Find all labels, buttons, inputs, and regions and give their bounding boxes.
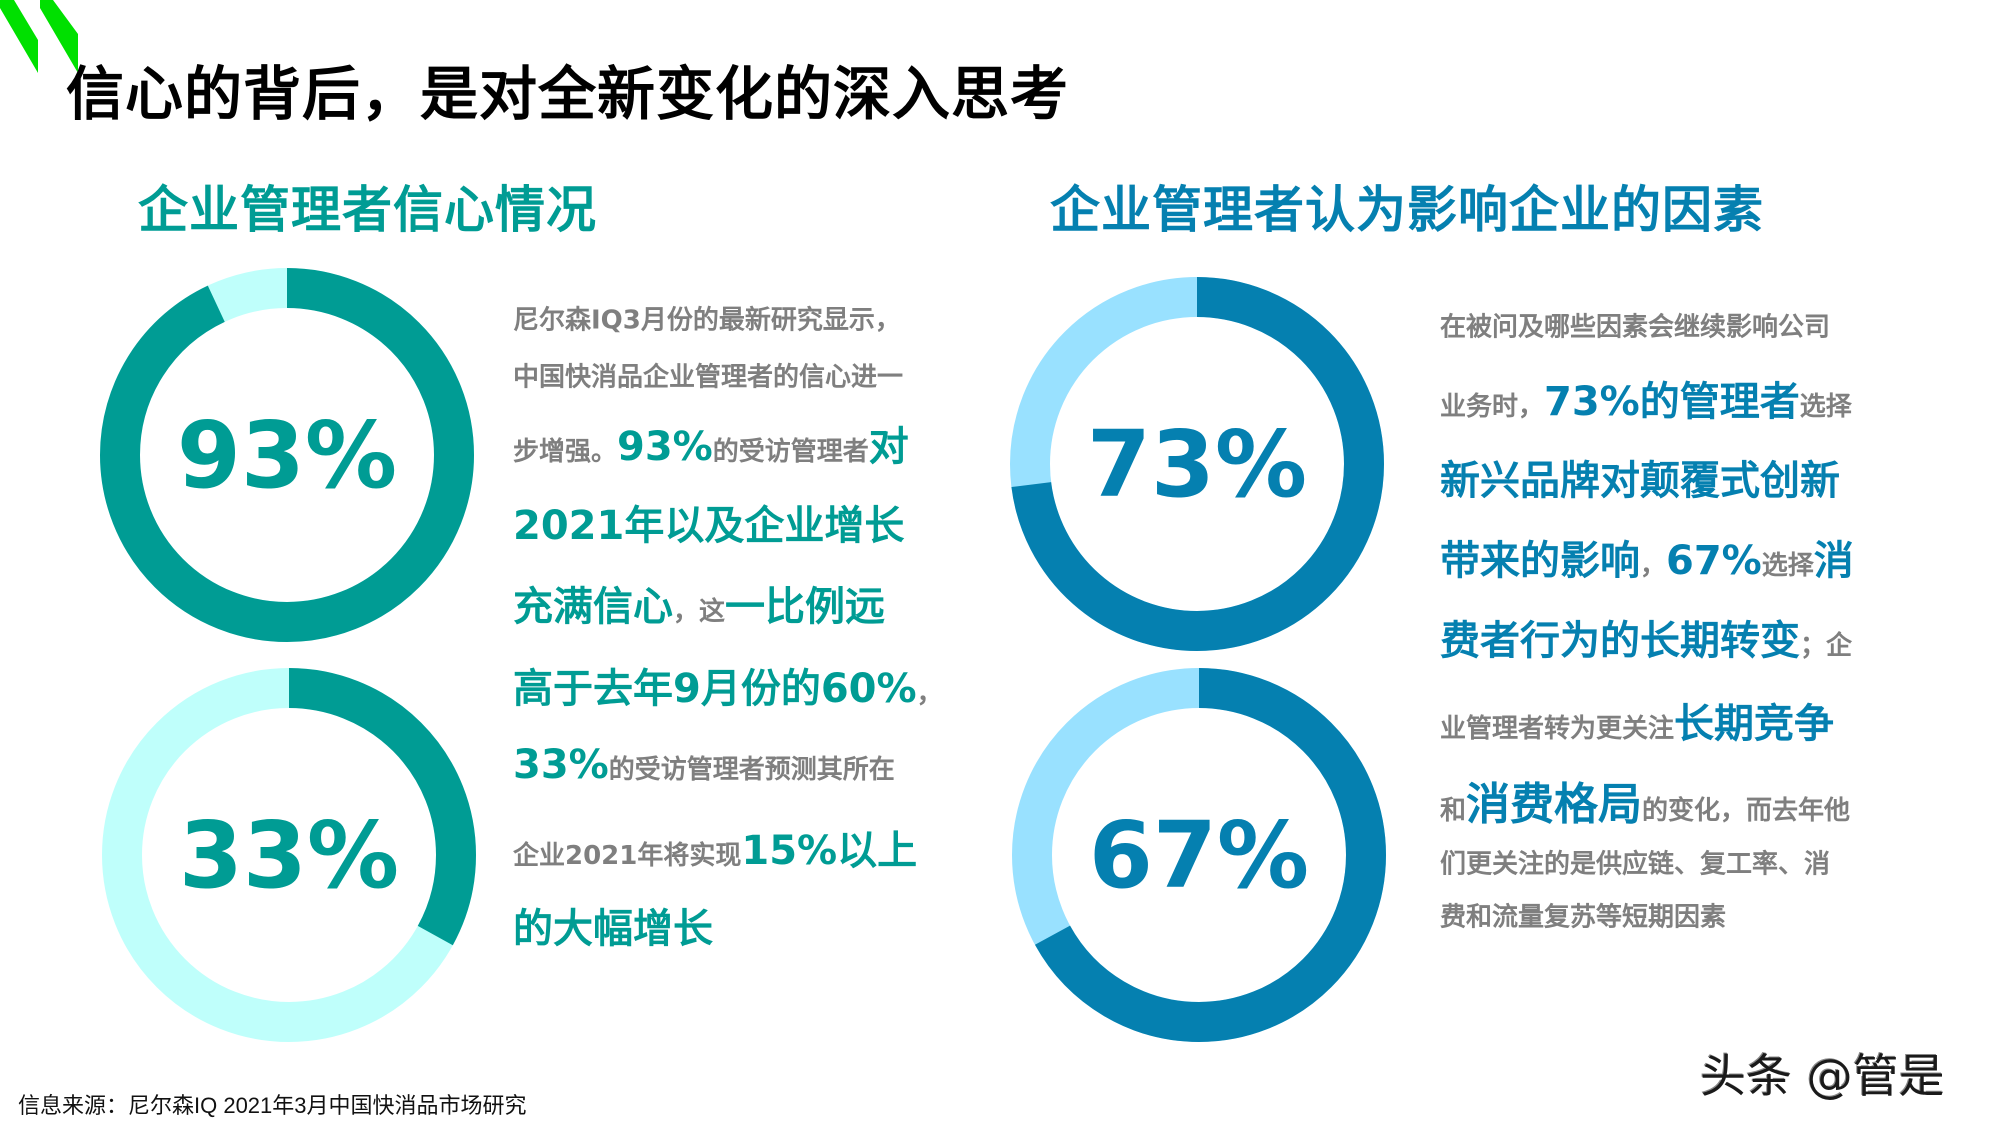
paragraph-line: 业务时，73%的管理者选择 <box>1440 369 1852 427</box>
donut-value-segment <box>102 668 476 1042</box>
paragraph-line: 步增强。93%的受访管理者对 <box>513 414 909 472</box>
donut-chart-growth-forecast: 33% <box>102 668 476 1042</box>
paragraph-line: 的大幅增长 <box>513 896 713 954</box>
body-text: ， <box>1640 551 1667 581</box>
body-text: 在被问及哪些因素会继续影响公司 <box>1440 312 1831 343</box>
body-text: 费和流量复苏等短期因素 <box>1440 902 1727 933</box>
paragraph-line: 费和流量复苏等短期因素 <box>1440 897 1726 934</box>
body-text: ；企 <box>1800 631 1853 661</box>
highlight-text: 消费格局 <box>1466 779 1643 830</box>
donut-chart-confidence: 93% <box>100 268 474 642</box>
left-section-title: 企业管理者信心情况 <box>138 181 597 239</box>
body-text: 选择 <box>1761 551 1814 581</box>
brand-logo-icon <box>0 0 78 73</box>
highlight-text: 67% <box>1666 538 1762 584</box>
paragraph-line: 业管理者转为更关注长期竞争 <box>1440 691 1834 749</box>
body-text: 步增强。 <box>513 437 618 467</box>
highlight-text: 2021年以及企业增长 <box>513 503 905 549</box>
highlight-text: 高于去年9月份的60% <box>513 666 917 712</box>
paragraph-line: 33%的受访管理者预测其所在 <box>513 742 895 788</box>
paragraph-line: 企业2021年将实现15%以上 <box>513 818 917 876</box>
highlight-text: 93% <box>617 424 713 470</box>
donut-value-segment <box>1012 668 1386 1042</box>
paragraph-line: 中国快消品企业管理者的信心进一 <box>513 357 903 394</box>
highlight-text: 新兴品牌对颠覆式创新 <box>1440 458 1840 504</box>
body-text: 业管理者转为更关注 <box>1440 714 1675 744</box>
body-text: 的受访管理者 <box>712 437 869 467</box>
body-text: 尼尔森IQ3月份的最新研究显示， <box>513 305 901 336</box>
paragraph-line: 2021年以及企业增长 <box>513 493 904 551</box>
donut-ring <box>100 268 474 642</box>
donut-value-segment <box>100 268 474 642</box>
highlight-text: 费者行为的长期转变 <box>1440 618 1800 664</box>
donut-ring <box>1012 668 1386 1042</box>
highlight-text: 带来的影响 <box>1440 538 1640 584</box>
highlight-text: 长期竞争 <box>1674 701 1835 747</box>
paragraph-line: 高于去年9月份的60%， <box>513 656 943 714</box>
donut-ring <box>1010 277 1384 651</box>
donut-ring <box>102 668 476 1042</box>
body-text: 和 <box>1440 796 1467 826</box>
source-note: 信息来源：尼尔森IQ 2021年3月中国快消品市场研究 <box>18 1093 527 1118</box>
body-text: ， <box>916 679 943 709</box>
donut-chart-consumer-behavior: 67% <box>1012 668 1386 1042</box>
highlight-text: 73%的管理者 <box>1544 379 1800 425</box>
body-text: 业务时， <box>1440 392 1545 422</box>
body-text: 的受访管理者预测其所在 <box>608 755 895 785</box>
slide-title: 信心的背后，是对全新变化的深入思考 <box>66 60 1070 128</box>
paragraph-line: 们更关注的是供应链、复工率、消 <box>1440 844 1830 881</box>
body-text: 中国快消品企业管理者的信心进一 <box>513 362 904 393</box>
paragraph-line: 尼尔森IQ3月份的最新研究显示， <box>513 300 901 337</box>
donut-value-label: 67% <box>1088 801 1310 909</box>
paragraph-line: 充满信心，这一比例远 <box>513 574 885 632</box>
watermark: 头条 @管是 <box>1700 1049 1945 1103</box>
paragraph-line: 带来的影响，67%选择消 <box>1440 528 1854 586</box>
paragraph-line: 在被问及哪些因素会继续影响公司 <box>1440 307 1830 344</box>
body-text: ，这 <box>673 597 726 627</box>
highlight-text: 对 <box>868 424 909 470</box>
paragraph-line: 和消费格局的变化，而去年他 <box>1440 768 1850 832</box>
highlight-text: 33% <box>513 742 609 788</box>
donut-value-label: 73% <box>1086 410 1308 518</box>
right-section-title: 企业管理者认为影响企业的因素 <box>1050 181 1764 239</box>
paragraph-line: 费者行为的长期转变；企 <box>1440 608 1852 666</box>
body-text: 选择 <box>1799 392 1852 422</box>
highlight-text: 的大幅增长 <box>513 906 713 952</box>
body-text: 的变化，而去年他 <box>1642 796 1851 826</box>
highlight-text: 一比例远 <box>725 584 886 630</box>
donut-value-label: 33% <box>178 801 400 909</box>
highlight-text: 15%以上 <box>741 828 918 874</box>
highlight-text: 消 <box>1813 538 1854 584</box>
donut-chart-new-brands: 73% <box>1010 277 1384 651</box>
highlight-text: 充满信心 <box>513 584 673 630</box>
body-text: 们更关注的是供应链、复工率、消 <box>1440 849 1831 880</box>
body-text: 企业2021年将实现 <box>513 841 742 871</box>
paragraph-line: 新兴品牌对颠覆式创新 <box>1440 448 1840 506</box>
donut-value-label: 93% <box>176 401 398 509</box>
donut-value-segment <box>1010 277 1384 651</box>
